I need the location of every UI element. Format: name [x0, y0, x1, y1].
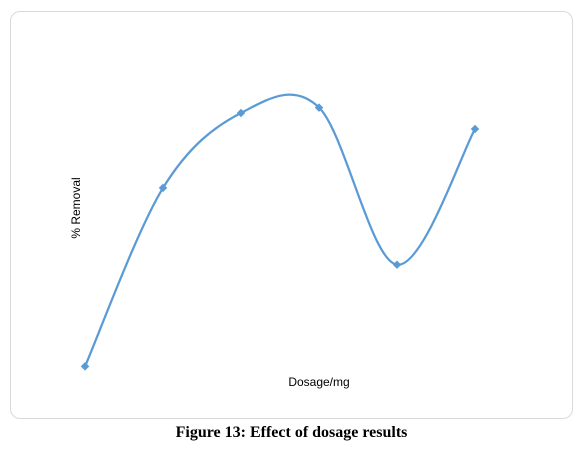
- y-axis-label: % Removal: [69, 177, 83, 238]
- data-point-2: [158, 183, 168, 193]
- series-line: [83, 93, 476, 367]
- data-point-1: [80, 362, 90, 371]
- chart-area: [10, 11, 573, 419]
- figure-caption: Figure 13: Effect of dosage results: [175, 424, 408, 441]
- series-markers: [80, 103, 480, 371]
- data-point-4: [314, 103, 324, 112]
- data-point-3: [236, 108, 246, 118]
- data-point-6: [470, 124, 480, 134]
- x-axis-label: Dosage/mg: [288, 375, 349, 389]
- data-point-5: [392, 260, 402, 269]
